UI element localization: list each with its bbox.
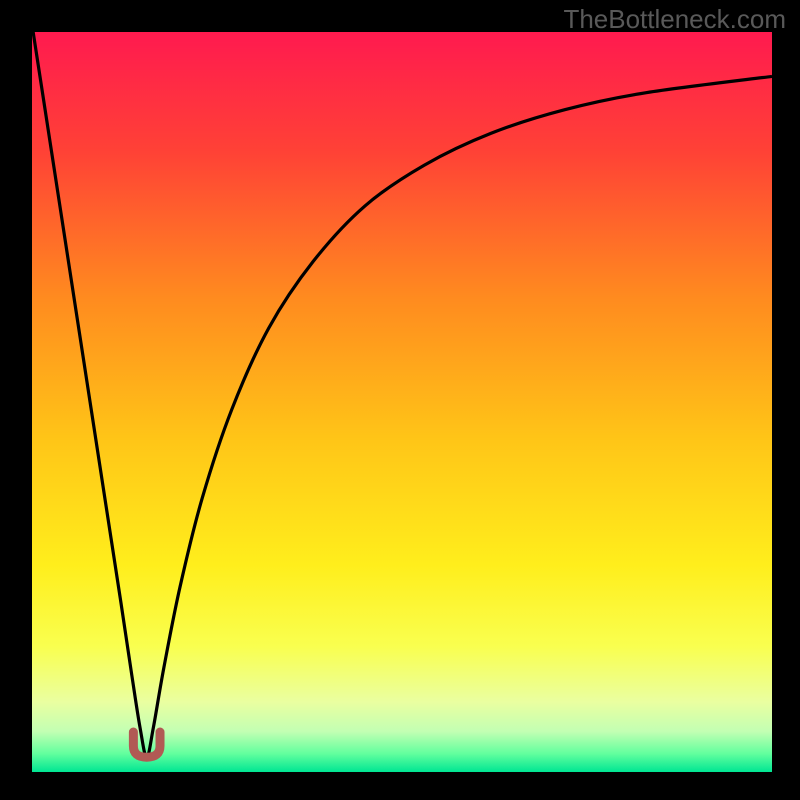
stage: TheBottleneck.com: [0, 0, 800, 800]
watermark-text: TheBottleneck.com: [563, 4, 786, 35]
plot-svg: [32, 32, 772, 772]
plot-area: [32, 32, 772, 772]
gradient-background: [32, 32, 772, 772]
